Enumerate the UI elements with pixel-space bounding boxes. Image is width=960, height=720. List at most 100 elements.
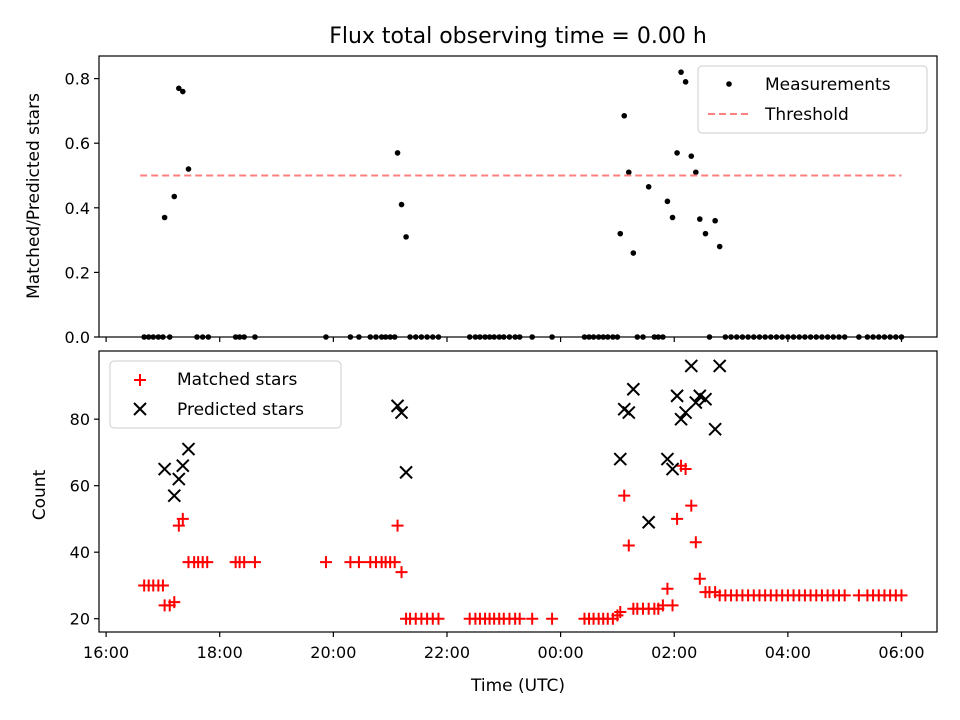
bottom-y-ticks: 20 40 60 80 xyxy=(70,410,99,629)
top-legend: Measurements Threshold xyxy=(697,65,928,134)
matched-star-point xyxy=(248,556,261,569)
x-tick-label: 02:00 xyxy=(651,643,697,662)
legend-measurements-marker xyxy=(726,81,732,87)
top-y-axis-label: Matched/Predicted stars xyxy=(24,93,44,299)
bottom-y-tick-label: 20 xyxy=(70,610,90,629)
predicted-star-point xyxy=(399,465,413,480)
top-legend-box xyxy=(697,65,928,134)
predicted-star-point xyxy=(674,412,688,426)
matched-star-point xyxy=(693,572,706,585)
bottom-panel: 20 40 60 80 16:00 18:00 20:00 22:00 00:00 02:00 0… xyxy=(30,350,938,696)
top-y-tick-label: 0.4 xyxy=(65,199,90,218)
measurement-point xyxy=(621,112,628,119)
top-x-ticks xyxy=(105,337,903,342)
bottom-legend-box xyxy=(109,360,342,429)
x-tick-label: 16:00 xyxy=(83,643,129,662)
bottom-y-tick-label: 80 xyxy=(70,410,90,429)
predicted-star-point xyxy=(390,399,405,413)
measurement-point xyxy=(176,85,182,92)
matched-star-point xyxy=(679,463,692,476)
measurement-point xyxy=(180,88,186,95)
matched-star-point xyxy=(395,566,408,579)
matched-star-point xyxy=(352,556,365,569)
x-tick-label: 04:00 xyxy=(765,643,811,662)
x-tick-label: 20:00 xyxy=(310,643,356,662)
predicted-star-point xyxy=(157,462,172,476)
matched-star-point xyxy=(618,489,631,502)
predicted-star-point xyxy=(613,452,627,466)
bottom-y-tick-label: 40 xyxy=(70,543,90,562)
measurement-point xyxy=(678,69,684,75)
chart-title: Flux total observing time = 0.00 h xyxy=(329,24,707,49)
top-y-tick-label: 0.2 xyxy=(65,263,90,282)
top-marks xyxy=(140,69,905,340)
matched-star-point xyxy=(661,582,674,595)
matched-star-point xyxy=(176,512,189,525)
matched-star-point xyxy=(432,612,445,625)
predicted-star-point xyxy=(660,452,675,466)
matched-star-point xyxy=(156,579,169,592)
predicted-star-point xyxy=(172,472,186,486)
measurement-point xyxy=(702,230,709,237)
measurement-point xyxy=(645,184,652,190)
matched-star-point xyxy=(238,556,251,569)
x-axis-label: Time (UTC) xyxy=(470,676,565,696)
measurement-point xyxy=(398,201,405,208)
matched-star-point xyxy=(689,536,702,549)
top-y-tick-label: 0.6 xyxy=(65,134,90,153)
legend-predicted-marker xyxy=(133,402,147,416)
x-tick-label: 18:00 xyxy=(197,643,243,662)
predicted-star-point xyxy=(670,389,684,403)
top-y-tick-label: 0.0 xyxy=(65,328,90,347)
matched-star-point xyxy=(168,596,181,609)
predicted-star-point xyxy=(167,488,181,503)
matched-star-point xyxy=(685,499,698,512)
matched-star-point xyxy=(838,589,851,602)
matched-star-point xyxy=(895,589,908,602)
predicted-star-point xyxy=(712,359,727,373)
bottom-legend: Matched stars Predicted stars xyxy=(109,360,342,429)
measurement-point xyxy=(171,193,178,200)
measurement-point xyxy=(185,166,192,172)
measurement-point xyxy=(669,214,676,221)
top-axes-frame xyxy=(98,55,938,338)
predicted-star-point xyxy=(698,392,713,406)
predicted-star-point xyxy=(641,515,656,529)
measurement-point xyxy=(712,217,718,224)
legend-matched-label: Matched stars xyxy=(177,370,297,390)
measurement-point xyxy=(693,169,699,176)
bottom-marks xyxy=(138,359,908,625)
predicted-star-point xyxy=(394,405,409,420)
measurement-point xyxy=(674,150,680,156)
matched-star-point xyxy=(172,519,185,532)
measurement-point xyxy=(617,230,624,237)
matched-star-point xyxy=(201,556,214,569)
top-panel: 0.00.20.40.60.8 Matched/Predicted stars … xyxy=(24,55,938,347)
predicted-star-point xyxy=(622,405,636,420)
measurement-point xyxy=(716,243,723,250)
measurement-point xyxy=(664,198,671,205)
measurement-point xyxy=(630,250,637,256)
predicted-star-point xyxy=(181,442,196,456)
x-tick-label: 22:00 xyxy=(424,643,470,662)
measurement-point xyxy=(697,216,703,222)
matched-star-point xyxy=(614,606,627,619)
x-tick-label: 06:00 xyxy=(878,643,924,662)
matched-star-point xyxy=(388,556,401,569)
predicted-star-point xyxy=(665,462,680,476)
matched-star-point xyxy=(526,612,539,625)
bottom-x-ticks: 16:00 18:00 20:00 22:00 00:00 02:00 04:00 06:00 xyxy=(83,632,925,662)
bottom-y-axis-label: Count xyxy=(30,469,50,520)
matched-star-point xyxy=(666,599,679,612)
matched-star-point xyxy=(546,612,559,625)
predicted-star-point xyxy=(626,382,641,396)
legend-measurements-label: Measurements xyxy=(765,75,891,95)
matched-star-point xyxy=(391,519,404,532)
matched-star-point xyxy=(319,556,332,569)
legend-threshold-label: Threshold xyxy=(764,105,849,125)
predicted-star-point xyxy=(708,422,722,436)
measurement-point xyxy=(682,79,689,85)
bottom-y-tick-label: 60 xyxy=(70,477,90,496)
measurement-point xyxy=(688,153,695,159)
legend-matched-marker xyxy=(134,374,146,386)
